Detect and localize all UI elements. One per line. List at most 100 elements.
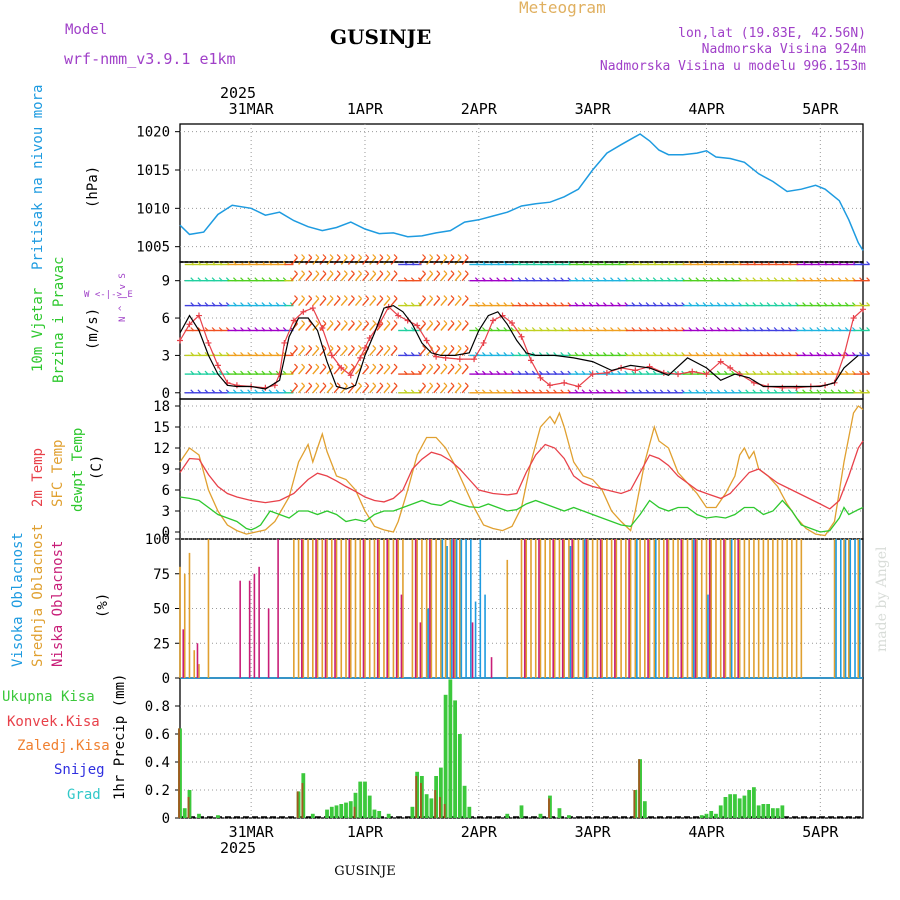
wind-barb [418,257,427,265]
wind-barb-head [365,320,370,324]
wind-speed-marker [675,371,682,378]
wind-gust-line [179,304,859,390]
wind-barb [290,257,298,265]
wind-barb [426,257,434,265]
wind-barb-head [866,277,871,282]
convective-rain-bar [638,759,641,818]
wind-speed-marker [366,334,373,341]
wind-speed-marker [509,320,516,327]
wind-speed-marker [717,358,724,365]
wind-barb-head [372,363,377,368]
wind-barb-head [372,270,377,275]
wind-barb-head [436,270,441,275]
wind-barb-head [358,382,362,387]
wind-barb [347,366,355,375]
wind-barb [454,347,462,356]
total-rain-bar [761,804,766,818]
wind-barb-head [336,254,341,258]
wind-barb-head [422,344,426,349]
wind-speed-marker [736,371,743,378]
wind-barb [383,273,391,282]
wind-barb [433,323,441,331]
temp-unit-label: (C) [89,455,105,480]
pressure-tick-label: 1020 [136,125,170,141]
wind-barb [319,323,327,331]
wind-barb [290,273,298,282]
wind-barb [305,323,313,331]
temperature-tick-label: 3 [162,504,170,520]
wind-speed-marker [205,339,212,346]
wind-barb-head [294,382,298,387]
wind-barb [290,385,298,394]
wind-barb [426,273,434,282]
wind-speed-marker [632,367,639,374]
wind-barb [376,257,384,265]
wind-speed-marker [347,372,354,379]
wind-unit-label: (m/s) [85,308,101,350]
wind-barb [369,347,377,356]
wind-barb-head [866,370,871,375]
wind-barb-head [457,270,462,275]
wind-barb [326,273,334,282]
wind-speed-marker [309,305,316,312]
total-rain-bar [780,805,785,818]
wind-barb [433,385,441,394]
wind-speed-marker [779,384,786,391]
wind-barb-head [329,270,334,275]
total-rain-bar [505,813,510,818]
wind-barb [305,366,313,375]
total-rain-bar [358,781,363,818]
wind-barb [390,273,398,282]
wind-barb [354,385,363,394]
wind-speed-marker [561,379,568,386]
legend-snow: Snijeg [54,762,105,778]
temperature-tick-label: 9 [162,462,170,478]
wind-barb-head [301,320,306,324]
wind-barb-head [450,270,455,275]
wind-barb-head [350,344,355,349]
wind-barb-head [343,254,348,258]
wind-barb-head [866,389,871,394]
total-rain-bar [377,811,382,818]
total-rain-bar [728,794,733,818]
wind-barb-head [422,295,426,300]
wind-barb [454,323,462,331]
wind-barb [340,273,348,282]
wind-barb [369,257,377,265]
total-rain-bar [386,813,391,818]
wind-barb [454,298,462,307]
cloud-tick-label: 0 [162,671,170,687]
convective-rain-bar [178,728,180,818]
precip-y-axis: 0 0.2 0.4 0.6 0.8 [145,699,180,827]
total-rain-bar [325,809,329,818]
wind-barb-head [343,363,348,368]
wind-barb-head [358,295,362,300]
wind-barb [447,347,455,356]
temp-2m-line [179,440,864,510]
wind-speed-marker [195,312,202,319]
wind-barb-head [429,254,434,258]
wind-speed-marker [357,354,364,361]
wind-barb [326,298,334,307]
wind-barb [418,323,427,331]
bottom-day-label: 2APR [461,823,498,841]
wind-barb-head [393,320,398,324]
wind-barb [440,257,448,265]
wind-barb-head [464,295,469,300]
bottom-year-label: 2025 [220,839,256,857]
wind-barb [347,273,355,282]
wind-speed-line [179,305,864,389]
wind-barb-head [464,320,469,324]
wind-speed-marker [703,371,710,378]
wind-barb [383,257,391,265]
wind-speed-marker [395,312,402,319]
wind-barb-head [436,363,441,368]
wind-barb-head [350,363,355,368]
convective-rain-bar [548,798,550,818]
wind-barb [305,385,313,394]
wind-barb [354,273,363,282]
wind-barb-head [436,382,441,387]
legend-freezing-rain: Zaledj.Kisa [17,738,110,754]
wind-barb [326,257,334,265]
wind-barb-head [365,382,370,387]
